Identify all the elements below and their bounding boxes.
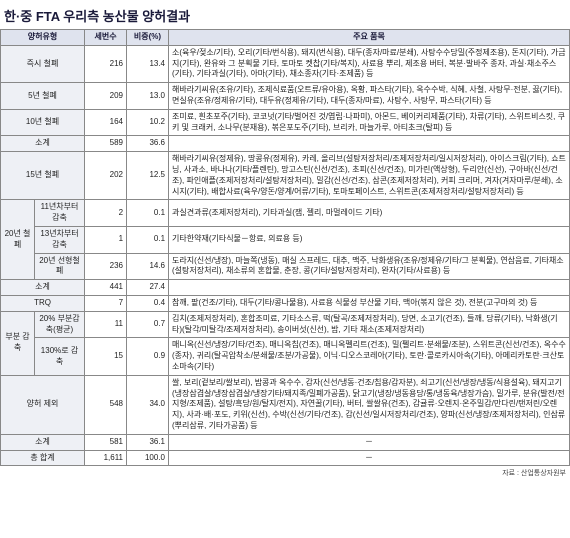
row-type: 총 합계: [1, 450, 85, 466]
cell-ratio: 13.4: [127, 45, 169, 82]
cell-count: 164: [85, 109, 127, 136]
cell-desc: 조미료, 흰초포주(기타), 코코넛(기타/벌어진 것/엽립·나파미), 아몬드…: [169, 109, 570, 136]
cell-ratio: 13.0: [127, 83, 169, 110]
cell-ratio: 27.4: [127, 280, 169, 296]
col-items: 주요 품목: [169, 30, 570, 46]
cell-desc: 김치(조제저장처리), 혼합조미료, 기타소스류, 떡(탈곡/조제저장처리), …: [169, 311, 570, 338]
row-sub: 20% 부분감축(평균): [35, 311, 85, 338]
cell-desc: 참깨, 팥(건조/기타), 대두(기타/콩나물용), 사료용 식물성 부산물 기…: [169, 295, 570, 311]
row-type: 15년 철폐: [1, 152, 85, 200]
cell-ratio: 0.1: [127, 200, 169, 227]
cell-ratio: 36.6: [127, 136, 169, 152]
cell-count: 441: [85, 280, 127, 296]
row-group: 부분 감축: [1, 311, 35, 375]
cell-count: 202: [85, 152, 127, 200]
row-type: 5년 철폐: [1, 83, 85, 110]
cell-desc: 기타한약재(기타식물－항료, 의료용 등): [169, 226, 570, 253]
source-note: 자료 : 산업통상자원부: [0, 466, 570, 480]
cell-desc: 해바라기씨유(조유/기타), 조제식료품(오트류/유아용), 옥황, 파스타(기…: [169, 83, 570, 110]
cell-count: 589: [85, 136, 127, 152]
cell-ratio: 0.9: [127, 338, 169, 375]
cell-desc: 소(육우/젖소/기타), 오리(기타/번식용), 돼지(번식용), 대두(종자/…: [169, 45, 570, 82]
cell-desc: [169, 136, 570, 152]
cell-count: 216: [85, 45, 127, 82]
cell-count: 236: [85, 253, 127, 280]
cell-ratio: 0.1: [127, 226, 169, 253]
row-sub: 13년차부터 감축: [35, 226, 85, 253]
cell-count: 11: [85, 311, 127, 338]
concession-table: 양허유형 세번수 비중(%) 주요 품목 즉시 철폐 216 13.4 소(육우…: [0, 29, 570, 466]
cell-count: 581: [85, 434, 127, 450]
col-type: 양허유형: [1, 30, 85, 46]
cell-desc: [169, 280, 570, 296]
row-sub: 11년차부터 감축: [35, 200, 85, 227]
cell-count: 15: [85, 338, 127, 375]
cell-ratio: 0.7: [127, 311, 169, 338]
cell-ratio: 14.6: [127, 253, 169, 280]
cell-desc: －: [169, 450, 570, 466]
row-sub: 20년 선형철폐: [35, 253, 85, 280]
row-type: 즉시 철폐: [1, 45, 85, 82]
cell-desc: 매니옥(신선/냉장/기타/건조), 매니옥칩(건조), 매니옥펠리트(건조), …: [169, 338, 570, 375]
row-group: 20년 철폐: [1, 200, 35, 280]
cell-count: 1,611: [85, 450, 127, 466]
cell-ratio: 100.0: [127, 450, 169, 466]
row-type: 10년 철폐: [1, 109, 85, 136]
row-type: 소계: [1, 434, 85, 450]
cell-count: 548: [85, 375, 127, 434]
row-type: 양허 제외: [1, 375, 85, 434]
col-count: 세번수: [85, 30, 127, 46]
page-title: 한·중 FTA 우리측 농산물 양허결과: [0, 0, 570, 29]
cell-count: 2: [85, 200, 127, 227]
row-type: 소계: [1, 136, 85, 152]
cell-desc: 과실견과류(조제저장처리), 기타과실(잼, 젤리, 마멀레이드 기타): [169, 200, 570, 227]
cell-desc: 도라지(신선/냉장), 마늘쪽(냉동), 매실 스프레드, 대추, 맥주, 낙화…: [169, 253, 570, 280]
row-type: TRQ: [1, 295, 85, 311]
cell-ratio: 0.4: [127, 295, 169, 311]
cell-ratio: 12.5: [127, 152, 169, 200]
cell-ratio: 34.0: [127, 375, 169, 434]
row-type: 소계: [1, 280, 85, 296]
cell-count: 1: [85, 226, 127, 253]
cell-desc: 해바라기씨유(정제유), 땅콩유(정제유), 카레, 올리브(설탕저장처리/조제…: [169, 152, 570, 200]
cell-desc: 쌀, 보리(겉보리/쌀보리), 밤콩과 옥수수, 감자(신선/냉동·건조/칩용/…: [169, 375, 570, 434]
cell-ratio: 10.2: [127, 109, 169, 136]
cell-count: 7: [85, 295, 127, 311]
cell-count: 209: [85, 83, 127, 110]
cell-ratio: 36.1: [127, 434, 169, 450]
col-ratio: 비중(%): [127, 30, 169, 46]
cell-desc: －: [169, 434, 570, 450]
row-sub: 130%로 감축: [35, 338, 85, 375]
